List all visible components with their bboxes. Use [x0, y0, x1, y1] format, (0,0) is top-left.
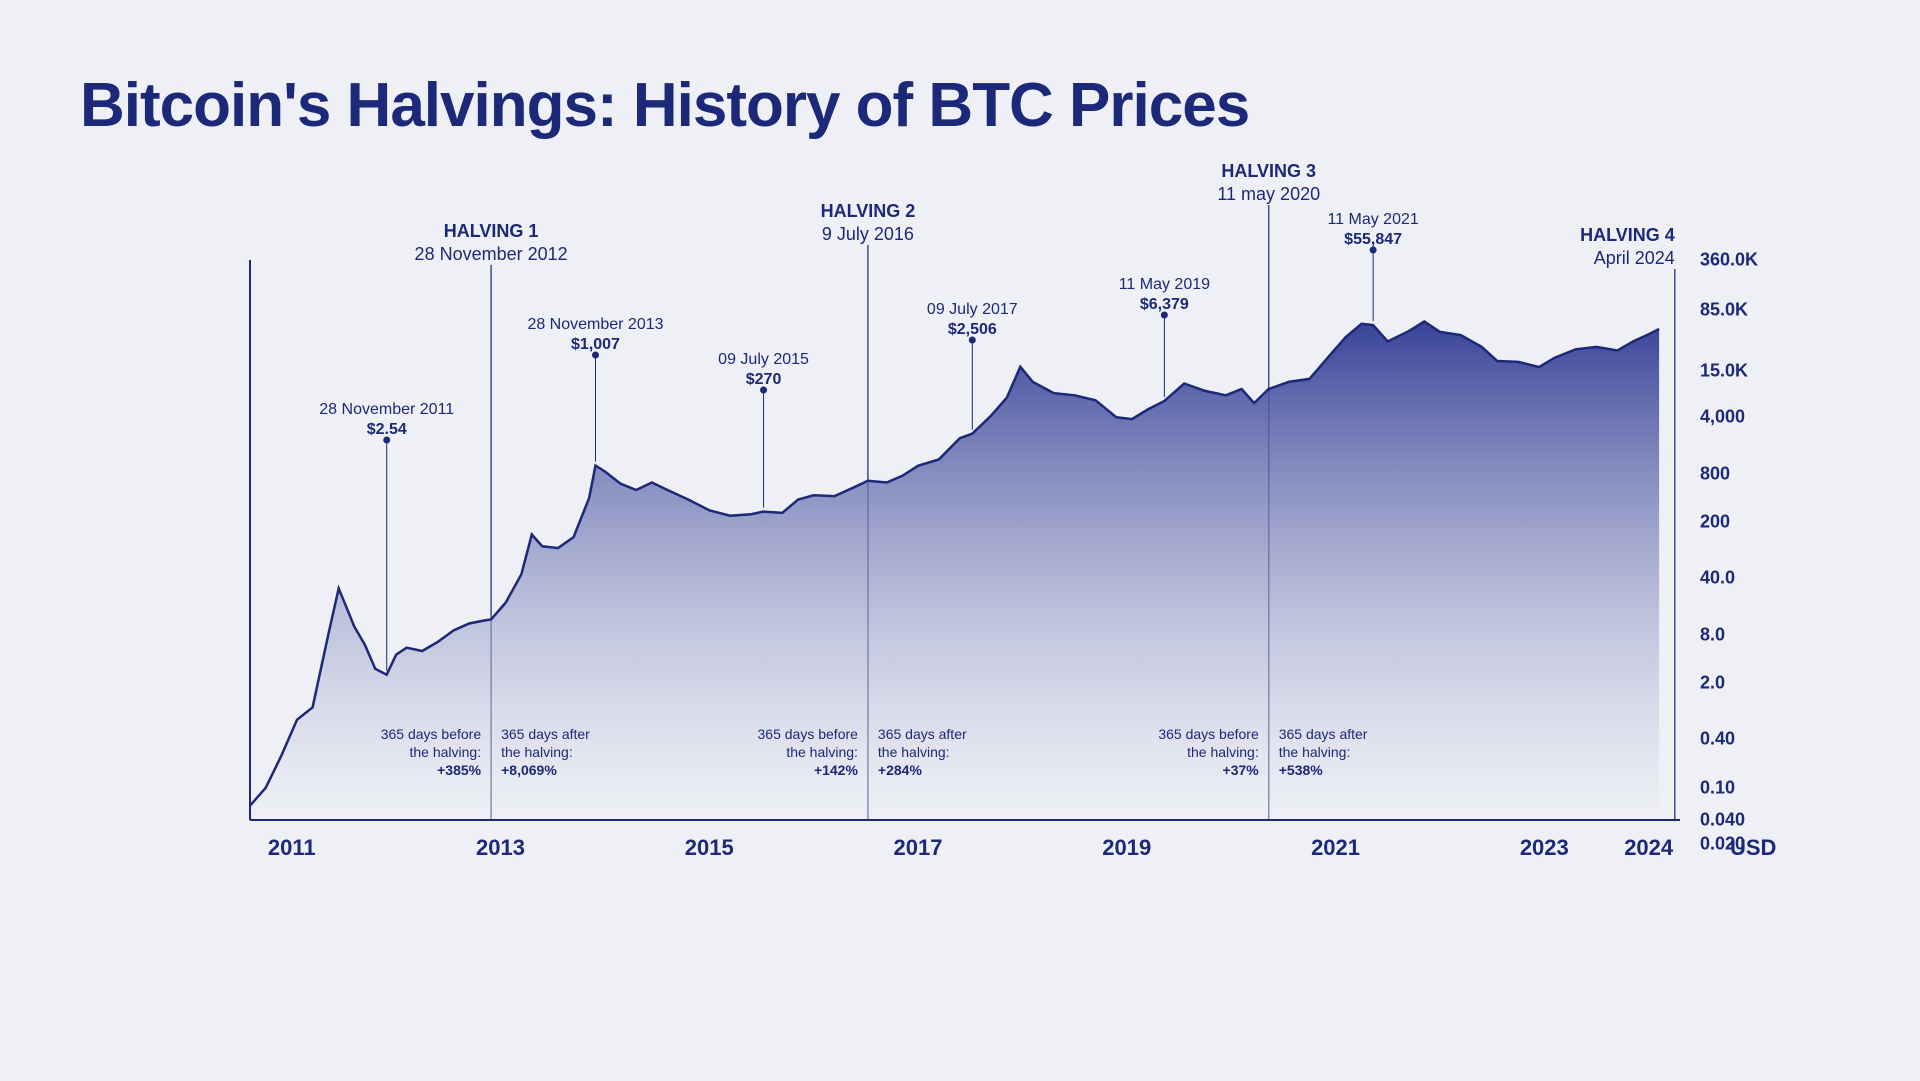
x-tick: 2011 — [268, 835, 316, 861]
y-tick: 0.040 — [1700, 809, 1745, 830]
page-title: Bitcoin's Halvings: History of BTC Price… — [80, 70, 1249, 141]
x-tick: 2017 — [894, 835, 943, 861]
price-chart: 20112013201520172019202120232024USD 360.… — [250, 260, 1680, 820]
y-tick: 0.40 — [1700, 729, 1735, 750]
y-tick: 4,000 — [1700, 407, 1745, 428]
halving-label: HALVING 29 July 2016 — [821, 200, 916, 247]
y-tick: 800 — [1700, 463, 1730, 484]
y-tick: 200 — [1700, 512, 1730, 533]
y-tick: 15.0K — [1700, 361, 1748, 382]
y-tick: 85.0K — [1700, 300, 1748, 321]
chart-svg — [250, 260, 1680, 820]
x-axis-unit: USD — [1730, 835, 1776, 861]
x-tick: 2013 — [476, 835, 525, 861]
y-tick: 360.0K — [1700, 249, 1758, 270]
y-tick: 0.020 — [1700, 834, 1745, 855]
y-tick: 8.0 — [1700, 624, 1725, 645]
y-tick: 0.10 — [1700, 777, 1735, 798]
x-tick: 2023 — [1520, 835, 1569, 861]
x-tick: 2024 — [1624, 835, 1673, 861]
y-tick: 40.0 — [1700, 568, 1735, 589]
y-tick: 2.0 — [1700, 673, 1725, 694]
x-tick: 2019 — [1102, 835, 1151, 861]
x-tick: 2015 — [685, 835, 734, 861]
x-tick: 2021 — [1311, 835, 1360, 861]
price-annotation: 11 May 2021$55,847 — [1327, 210, 1418, 250]
halving-label: HALVING 311 may 2020 — [1217, 160, 1320, 207]
